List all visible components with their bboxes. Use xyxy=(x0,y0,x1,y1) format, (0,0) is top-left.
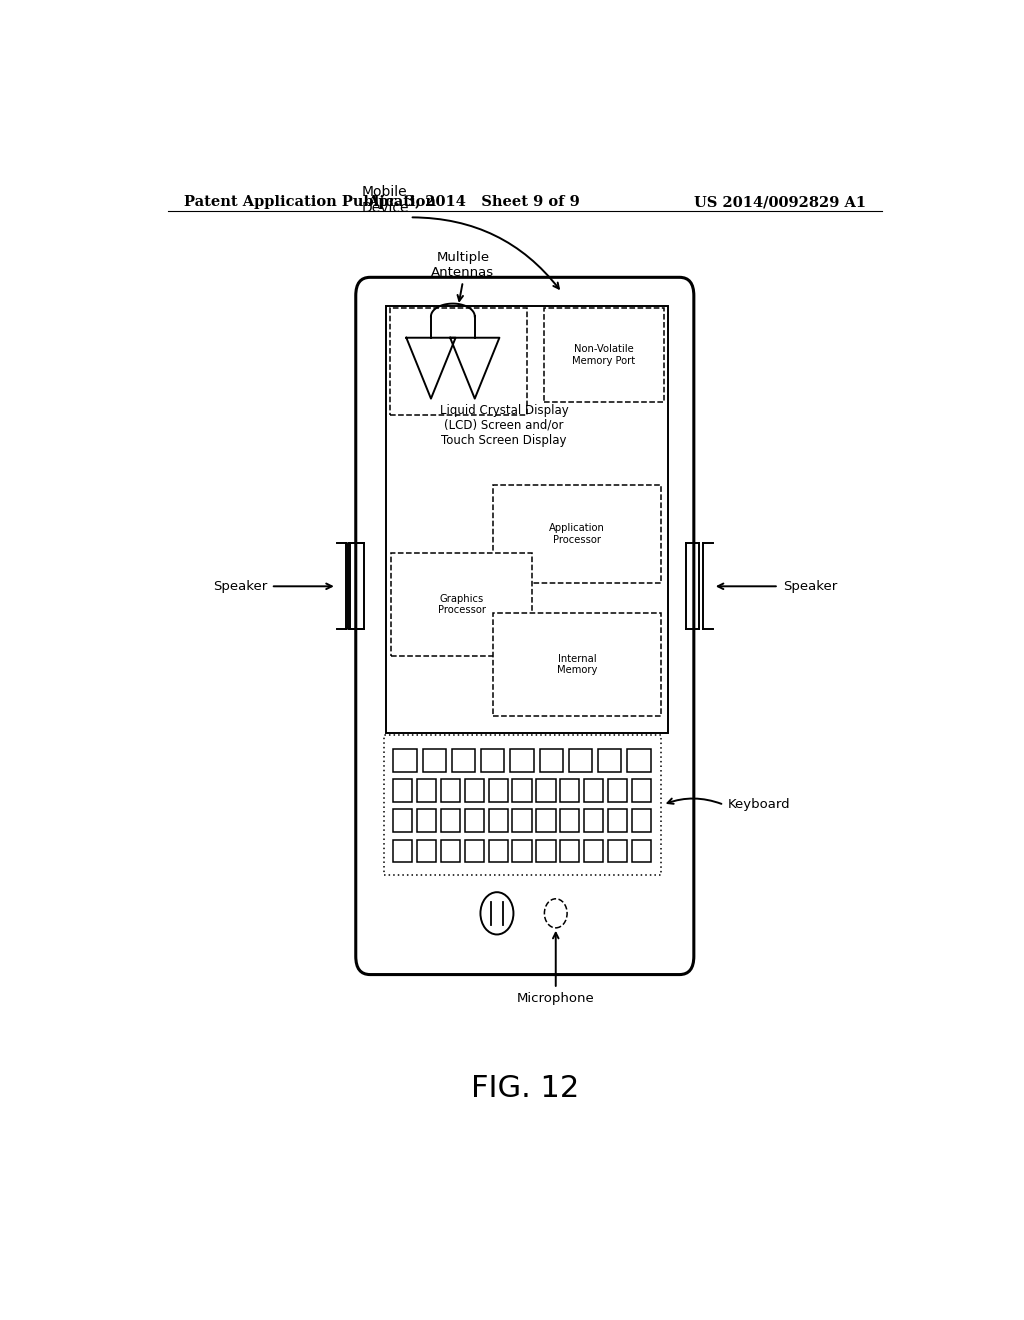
Bar xyxy=(465,779,483,801)
Bar xyxy=(386,306,668,733)
Text: Liquid Crystal Display
(LCD) Screen and/or
Touch Screen Display: Liquid Crystal Display (LCD) Screen and/… xyxy=(440,404,568,446)
Bar xyxy=(393,840,412,862)
Bar xyxy=(628,748,650,772)
Bar xyxy=(537,809,555,832)
Bar xyxy=(585,809,603,832)
Circle shape xyxy=(480,892,513,935)
Bar xyxy=(608,809,628,832)
Bar xyxy=(423,748,446,772)
Text: Speaker: Speaker xyxy=(213,579,267,593)
Bar xyxy=(390,308,526,414)
Bar xyxy=(488,779,508,801)
Circle shape xyxy=(545,899,567,928)
Bar xyxy=(481,748,505,772)
Bar xyxy=(632,840,651,862)
Bar xyxy=(465,809,483,832)
Bar xyxy=(393,748,417,772)
Text: Mobile
Device: Mobile Device xyxy=(362,185,410,215)
Bar xyxy=(488,809,508,832)
Bar xyxy=(512,809,531,832)
Bar xyxy=(493,484,662,583)
Bar xyxy=(417,840,436,862)
Text: Speaker: Speaker xyxy=(782,579,837,593)
FancyBboxPatch shape xyxy=(355,277,694,974)
Bar xyxy=(608,840,628,862)
Bar xyxy=(537,840,555,862)
Bar xyxy=(510,748,534,772)
Bar xyxy=(608,779,628,801)
Bar xyxy=(568,748,592,772)
Bar xyxy=(512,779,531,801)
Bar xyxy=(493,612,662,715)
Bar xyxy=(598,748,622,772)
Bar xyxy=(393,779,412,801)
Bar xyxy=(417,809,436,832)
Text: Keyboard: Keyboard xyxy=(728,799,791,812)
Text: FIG. 12: FIG. 12 xyxy=(471,1074,579,1104)
Text: Non-Volatile
Memory Port: Non-Volatile Memory Port xyxy=(572,345,635,366)
Text: Internal
Memory: Internal Memory xyxy=(557,653,597,675)
Bar xyxy=(537,779,555,801)
Bar xyxy=(560,779,580,801)
Bar xyxy=(393,809,412,832)
Bar xyxy=(440,809,460,832)
Bar xyxy=(465,840,483,862)
Text: Patent Application Publication: Patent Application Publication xyxy=(183,195,435,209)
Bar xyxy=(391,553,532,656)
Bar xyxy=(544,308,664,401)
Bar xyxy=(585,840,603,862)
Text: Microphone: Microphone xyxy=(517,991,595,1005)
Bar xyxy=(585,779,603,801)
Bar xyxy=(632,809,651,832)
Bar xyxy=(488,840,508,862)
Bar xyxy=(440,840,460,862)
Bar xyxy=(417,779,436,801)
Bar xyxy=(512,840,531,862)
Text: Multiple
Antennas: Multiple Antennas xyxy=(431,251,495,280)
Bar xyxy=(560,809,580,832)
Bar xyxy=(384,735,660,875)
Bar xyxy=(560,840,580,862)
Bar xyxy=(440,779,460,801)
Bar xyxy=(540,748,563,772)
Bar xyxy=(632,779,651,801)
Text: Application
Processor: Application Processor xyxy=(549,523,605,545)
Bar xyxy=(452,748,475,772)
Text: Apr. 3, 2014   Sheet 9 of 9: Apr. 3, 2014 Sheet 9 of 9 xyxy=(367,195,580,209)
Text: Graphics
Processor: Graphics Processor xyxy=(437,594,485,615)
Text: US 2014/0092829 A1: US 2014/0092829 A1 xyxy=(694,195,866,209)
